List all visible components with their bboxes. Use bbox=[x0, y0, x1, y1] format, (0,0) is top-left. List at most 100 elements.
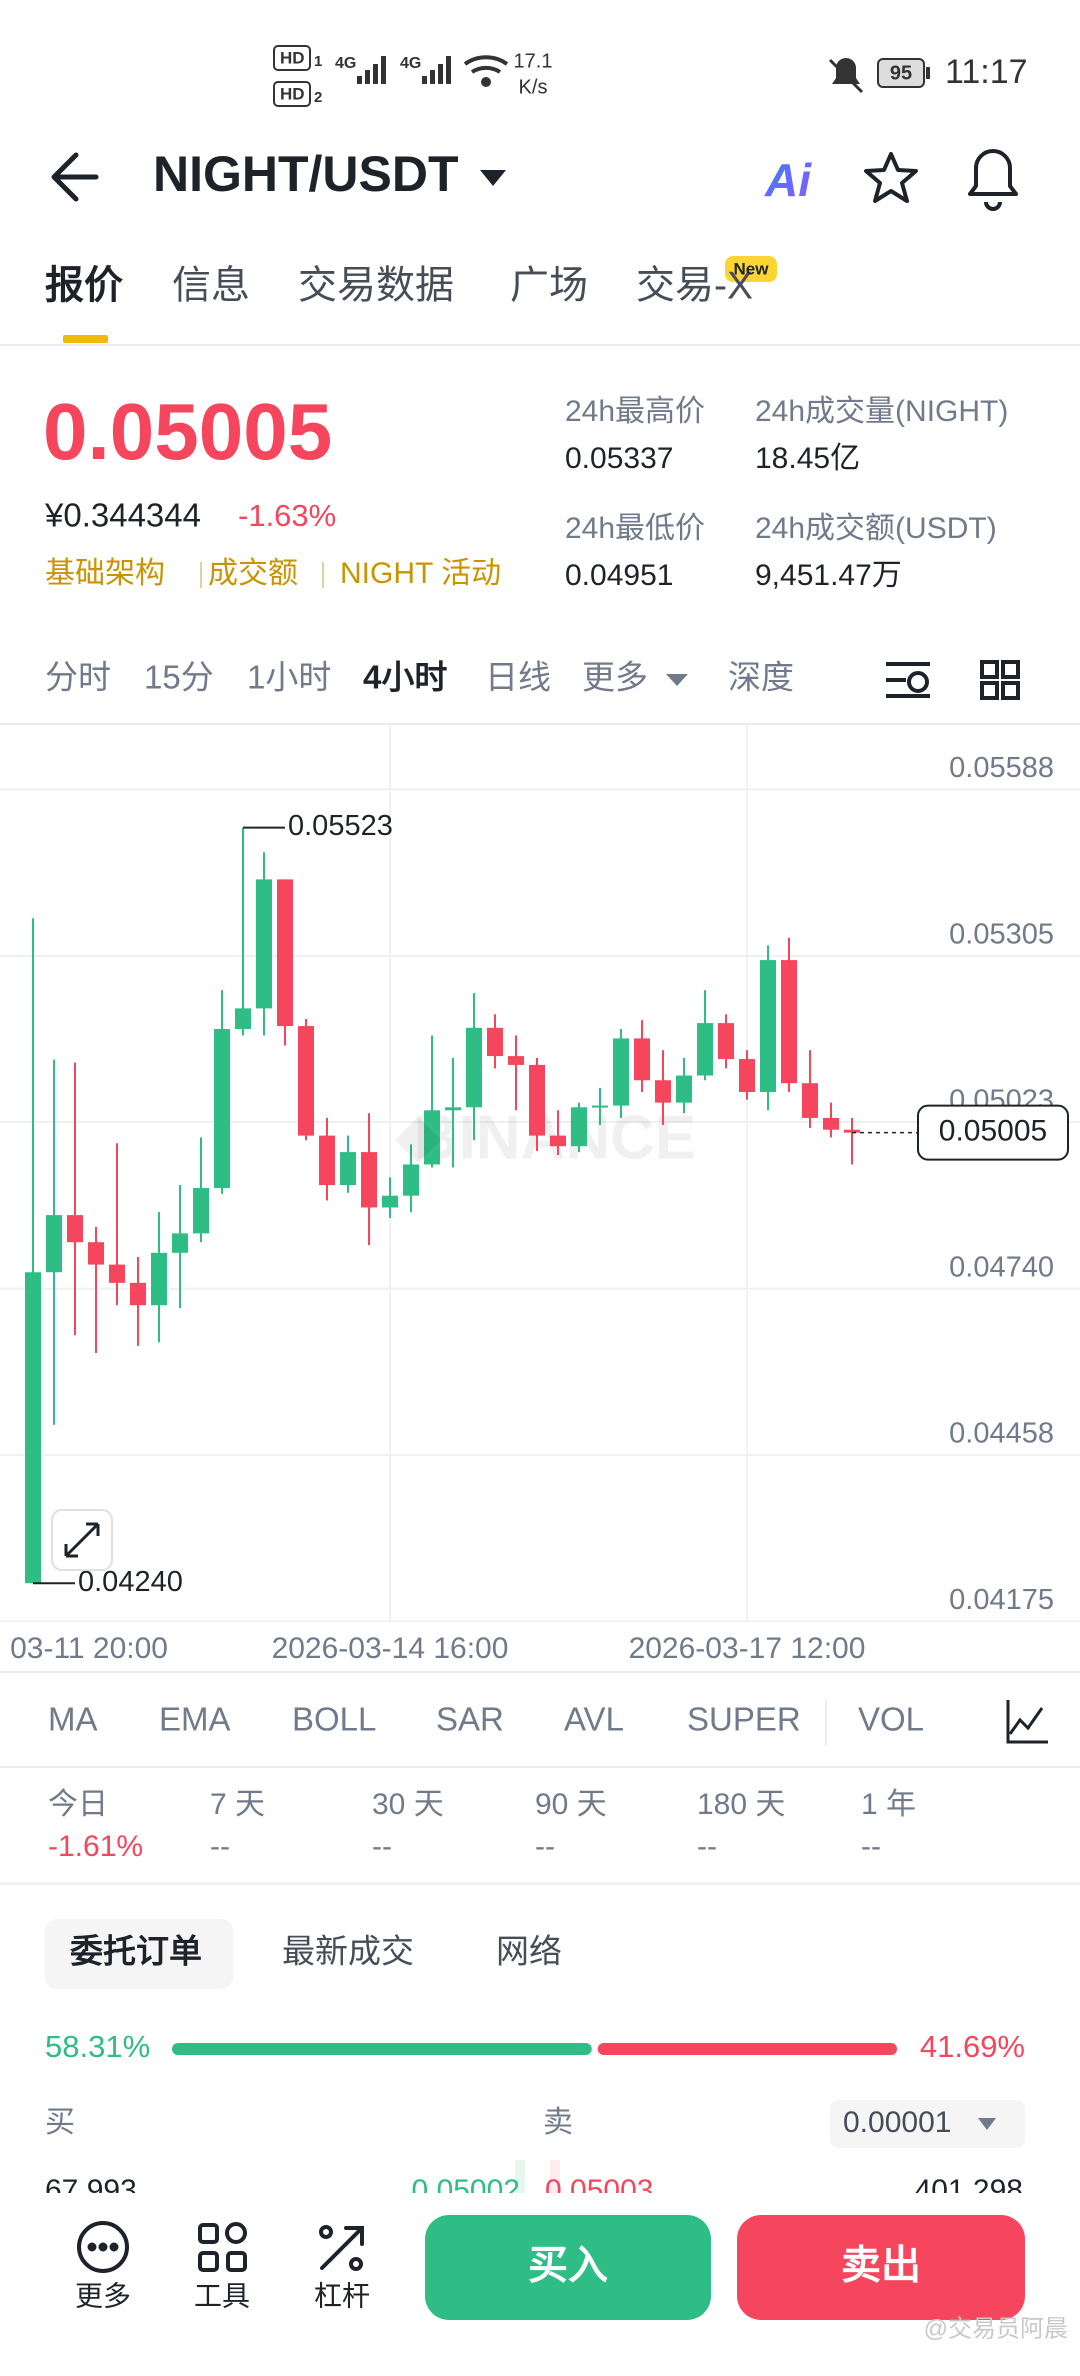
candle-body bbox=[760, 960, 776, 1093]
price-tag[interactable]: 成交额 bbox=[208, 557, 298, 590]
price-tag[interactable]: 基础架构 bbox=[45, 557, 165, 590]
sell-button[interactable] bbox=[737, 2215, 1025, 2320]
active-tab-indicator bbox=[63, 335, 108, 343]
pair-dropdown[interactable] bbox=[480, 170, 506, 186]
candle-body bbox=[277, 879, 293, 1027]
candle-body bbox=[172, 1233, 188, 1253]
interval-tab[interactable]: 15分 bbox=[144, 659, 214, 696]
candle-body bbox=[781, 960, 797, 1084]
x-tick-label: 03-11 20:00 bbox=[10, 1632, 168, 1665]
net-speed-unit: K/s bbox=[519, 76, 548, 98]
new-badge-label: New bbox=[734, 259, 770, 278]
stat-label: 24h成交量(NIGHT) bbox=[755, 395, 1008, 428]
divider bbox=[0, 1671, 1080, 1673]
period-change: -1.61% bbox=[48, 1830, 143, 1863]
candle-body bbox=[403, 1164, 419, 1196]
candle-body bbox=[361, 1152, 377, 1208]
candle-body bbox=[25, 1272, 41, 1584]
more-button[interactable] bbox=[77, 2221, 129, 2273]
depth-bar bbox=[515, 2160, 525, 2200]
notification-button[interactable] bbox=[968, 149, 1018, 211]
interval-tab[interactable]: 深度 bbox=[728, 659, 794, 696]
stat-value: 9,451.47万 bbox=[755, 559, 902, 592]
fullscreen-button[interactable] bbox=[51, 1509, 113, 1571]
candle-body bbox=[340, 1152, 356, 1186]
sell-label[interactable]: 卖出 bbox=[841, 2244, 921, 2288]
tick-size[interactable]: 0.00001 bbox=[843, 2106, 951, 2139]
candle-body bbox=[151, 1252, 167, 1306]
interval-tab[interactable]: 1小时 bbox=[247, 659, 331, 696]
divider bbox=[825, 1700, 827, 1746]
tick-size-dropdown[interactable] bbox=[978, 2118, 996, 2130]
leverage-button[interactable] bbox=[319, 2225, 364, 2271]
book-tab[interactable]: 委托订单 bbox=[70, 1933, 202, 1970]
buy-ratio: 58.31% bbox=[45, 2029, 150, 2064]
indicator-tab[interactable]: SAR bbox=[436, 1701, 504, 1738]
net-speed: 17.1 bbox=[514, 50, 553, 72]
last-price: 0.05005 bbox=[43, 387, 332, 476]
candle-body bbox=[46, 1215, 62, 1273]
book-buy-label: 买 bbox=[45, 2106, 75, 2139]
sim-slot: 2 bbox=[314, 89, 322, 106]
stat-label: 24h成交额(USDT) bbox=[755, 512, 997, 545]
price-tag[interactable]: NIGHT 活动 bbox=[340, 557, 501, 590]
candle-body bbox=[550, 1135, 566, 1147]
tab[interactable]: 信息 bbox=[172, 264, 250, 307]
action-label[interactable]: 更多 bbox=[75, 2280, 131, 2311]
indicator-tab[interactable]: BOLL bbox=[292, 1701, 376, 1738]
candle-body bbox=[235, 1008, 251, 1029]
interval-tab[interactable]: 日线 bbox=[485, 659, 551, 696]
period-label: 1 年 bbox=[861, 1788, 916, 1821]
fiat-price: ¥0.344344 bbox=[44, 497, 201, 534]
sim-slot: 1 bbox=[314, 53, 322, 70]
buy-button[interactable] bbox=[425, 2215, 711, 2320]
candle-body bbox=[109, 1264, 125, 1283]
candle-body bbox=[382, 1195, 398, 1208]
divider bbox=[0, 723, 1080, 725]
x-tick-label: 2026-03-17 12:00 bbox=[629, 1632, 866, 1665]
tab[interactable]: 交易数据 bbox=[298, 264, 454, 307]
interval-tab[interactable]: 更多 bbox=[582, 659, 648, 696]
candle-body bbox=[634, 1038, 650, 1081]
indicator-tab[interactable]: MA bbox=[48, 1701, 98, 1738]
favorite-button[interactable] bbox=[864, 152, 918, 203]
candle-body bbox=[739, 1059, 755, 1093]
interval-tab[interactable]: 4小时 bbox=[363, 659, 447, 696]
candle-body bbox=[823, 1117, 839, 1130]
last-price-label: 0.05005 bbox=[939, 1115, 1047, 1148]
tab[interactable]: 交易-X bbox=[636, 264, 753, 307]
indicator-settings-button[interactable] bbox=[1006, 1700, 1048, 1744]
layout-button[interactable] bbox=[980, 660, 1020, 700]
active-book-tab[interactable] bbox=[45, 1919, 233, 1989]
indicator-tab[interactable]: EMA bbox=[159, 1701, 231, 1738]
stat-value: 0.04951 bbox=[565, 559, 673, 592]
divider bbox=[0, 344, 1080, 346]
more-dropdown[interactable] bbox=[666, 674, 688, 686]
action-label[interactable]: 工具 bbox=[194, 2280, 250, 2311]
back-button[interactable] bbox=[51, 152, 99, 202]
clock: 11:17 bbox=[945, 53, 1028, 91]
tools-button[interactable] bbox=[198, 2222, 247, 2272]
tick-size-select[interactable] bbox=[830, 2100, 1025, 2148]
indicator-tab[interactable]: SUPER bbox=[687, 1701, 801, 1738]
candle-body bbox=[466, 1027, 482, 1108]
pair-title[interactable]: NIGHT/USDT bbox=[153, 146, 459, 202]
indicator-tab[interactable]: AVL bbox=[564, 1701, 624, 1738]
tab[interactable]: 报价 bbox=[45, 264, 123, 307]
new-badge bbox=[725, 256, 777, 282]
y-tick-label: 0.04458 bbox=[949, 1417, 1054, 1449]
candle-body bbox=[319, 1135, 335, 1186]
action-label[interactable]: 杠杆 bbox=[314, 2280, 370, 2311]
period-label: 7 天 bbox=[210, 1788, 265, 1821]
ai-button[interactable]: Ai bbox=[764, 154, 812, 206]
candle-body bbox=[655, 1080, 671, 1103]
book-tab[interactable]: 最新成交 bbox=[282, 1933, 414, 1970]
period-change: -- bbox=[861, 1830, 881, 1863]
indicator-tab[interactable]: VOL bbox=[858, 1701, 924, 1738]
tab[interactable]: 广场 bbox=[510, 264, 588, 307]
buy-label[interactable]: 买入 bbox=[528, 2244, 608, 2288]
chart-settings-button[interactable] bbox=[886, 662, 930, 698]
book-tab[interactable]: 网络 bbox=[496, 1933, 562, 1970]
interval-tab[interactable]: 分时 bbox=[45, 659, 111, 696]
